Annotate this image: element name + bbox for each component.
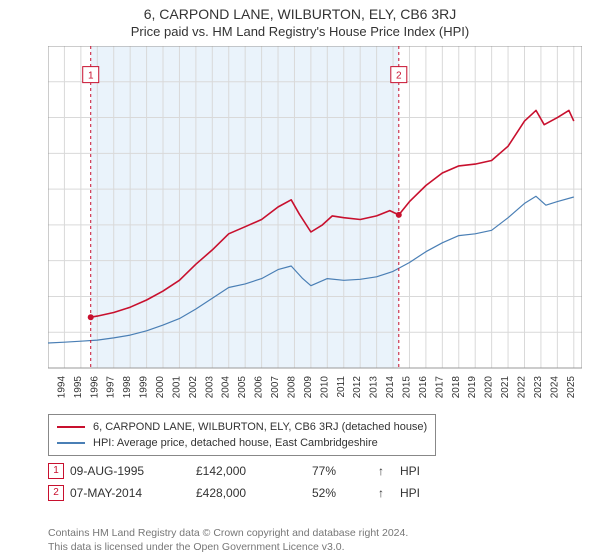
- svg-text:1999: 1999: [139, 376, 150, 399]
- sale-marker-icon: 2: [48, 485, 64, 501]
- svg-text:2005: 2005: [237, 376, 248, 399]
- legend-label: 6, CARPOND LANE, WILBURTON, ELY, CB6 3RJ…: [93, 419, 427, 435]
- price-chart: £0£100K£200K£300K£400K£500K£600K£700K£80…: [48, 46, 582, 402]
- svg-text:1993: 1993: [48, 376, 51, 399]
- legend-item: 6, CARPOND LANE, WILBURTON, ELY, CB6 3RJ…: [57, 419, 427, 435]
- svg-text:2019: 2019: [467, 376, 478, 399]
- svg-text:2002: 2002: [188, 376, 199, 399]
- svg-text:2014: 2014: [385, 376, 396, 399]
- svg-text:2007: 2007: [270, 376, 281, 399]
- sale-suffix: HPI: [400, 464, 430, 478]
- sale-pct: 77%: [312, 464, 372, 478]
- svg-text:2018: 2018: [451, 376, 462, 399]
- svg-text:2023: 2023: [533, 376, 544, 399]
- svg-text:2015: 2015: [401, 376, 412, 399]
- svg-text:2024: 2024: [549, 376, 560, 399]
- svg-text:2021: 2021: [500, 376, 511, 399]
- svg-text:2001: 2001: [171, 376, 182, 399]
- svg-text:2004: 2004: [221, 376, 232, 399]
- sale-suffix: HPI: [400, 486, 430, 500]
- svg-text:2011: 2011: [336, 376, 347, 398]
- svg-text:2017: 2017: [434, 376, 445, 399]
- legend-label: HPI: Average price, detached house, East…: [93, 435, 378, 451]
- footer-line: This data is licensed under the Open Gov…: [48, 540, 582, 554]
- svg-text:2020: 2020: [484, 376, 495, 399]
- sale-marker-icon: 1: [48, 463, 64, 479]
- svg-text:2016: 2016: [418, 376, 429, 399]
- svg-text:2025: 2025: [566, 376, 577, 399]
- svg-text:2013: 2013: [369, 376, 380, 399]
- legend-swatch: [57, 442, 85, 444]
- svg-text:2008: 2008: [286, 376, 297, 399]
- sale-row: 1 09-AUG-1995 £142,000 77% ↑ HPI: [48, 460, 430, 482]
- footer-line: Contains HM Land Registry data © Crown c…: [48, 526, 582, 540]
- svg-text:2000: 2000: [155, 376, 166, 399]
- svg-text:2022: 2022: [516, 376, 527, 399]
- legend-swatch: [57, 426, 85, 428]
- svg-text:2: 2: [396, 71, 402, 82]
- arrow-up-icon: ↑: [378, 464, 394, 478]
- sale-date: 07-MAY-2014: [70, 486, 190, 500]
- arrow-up-icon: ↑: [378, 486, 394, 500]
- footer-attribution: Contains HM Land Registry data © Crown c…: [48, 526, 582, 554]
- svg-text:2012: 2012: [352, 376, 363, 399]
- legend: 6, CARPOND LANE, WILBURTON, ELY, CB6 3RJ…: [48, 414, 436, 456]
- svg-text:2010: 2010: [319, 376, 330, 399]
- svg-text:1994: 1994: [56, 376, 67, 399]
- sale-row: 2 07-MAY-2014 £428,000 52% ↑ HPI: [48, 482, 430, 504]
- sale-price: £142,000: [196, 464, 306, 478]
- svg-text:1996: 1996: [89, 376, 100, 399]
- svg-text:2003: 2003: [204, 376, 215, 399]
- sale-pct: 52%: [312, 486, 372, 500]
- sale-price: £428,000: [196, 486, 306, 500]
- legend-item: HPI: Average price, detached house, East…: [57, 435, 427, 451]
- page-subtitle: Price paid vs. HM Land Registry's House …: [0, 22, 600, 43]
- page-title: 6, CARPOND LANE, WILBURTON, ELY, CB6 3RJ: [0, 0, 600, 22]
- svg-text:1997: 1997: [106, 376, 117, 399]
- svg-text:2006: 2006: [254, 376, 265, 399]
- sale-date: 09-AUG-1995: [70, 464, 190, 478]
- svg-text:1998: 1998: [122, 376, 133, 399]
- svg-text:1: 1: [88, 71, 94, 82]
- svg-text:2009: 2009: [303, 376, 314, 399]
- svg-text:1995: 1995: [73, 376, 84, 399]
- sale-events: 1 09-AUG-1995 £142,000 77% ↑ HPI 2 07-MA…: [48, 460, 430, 504]
